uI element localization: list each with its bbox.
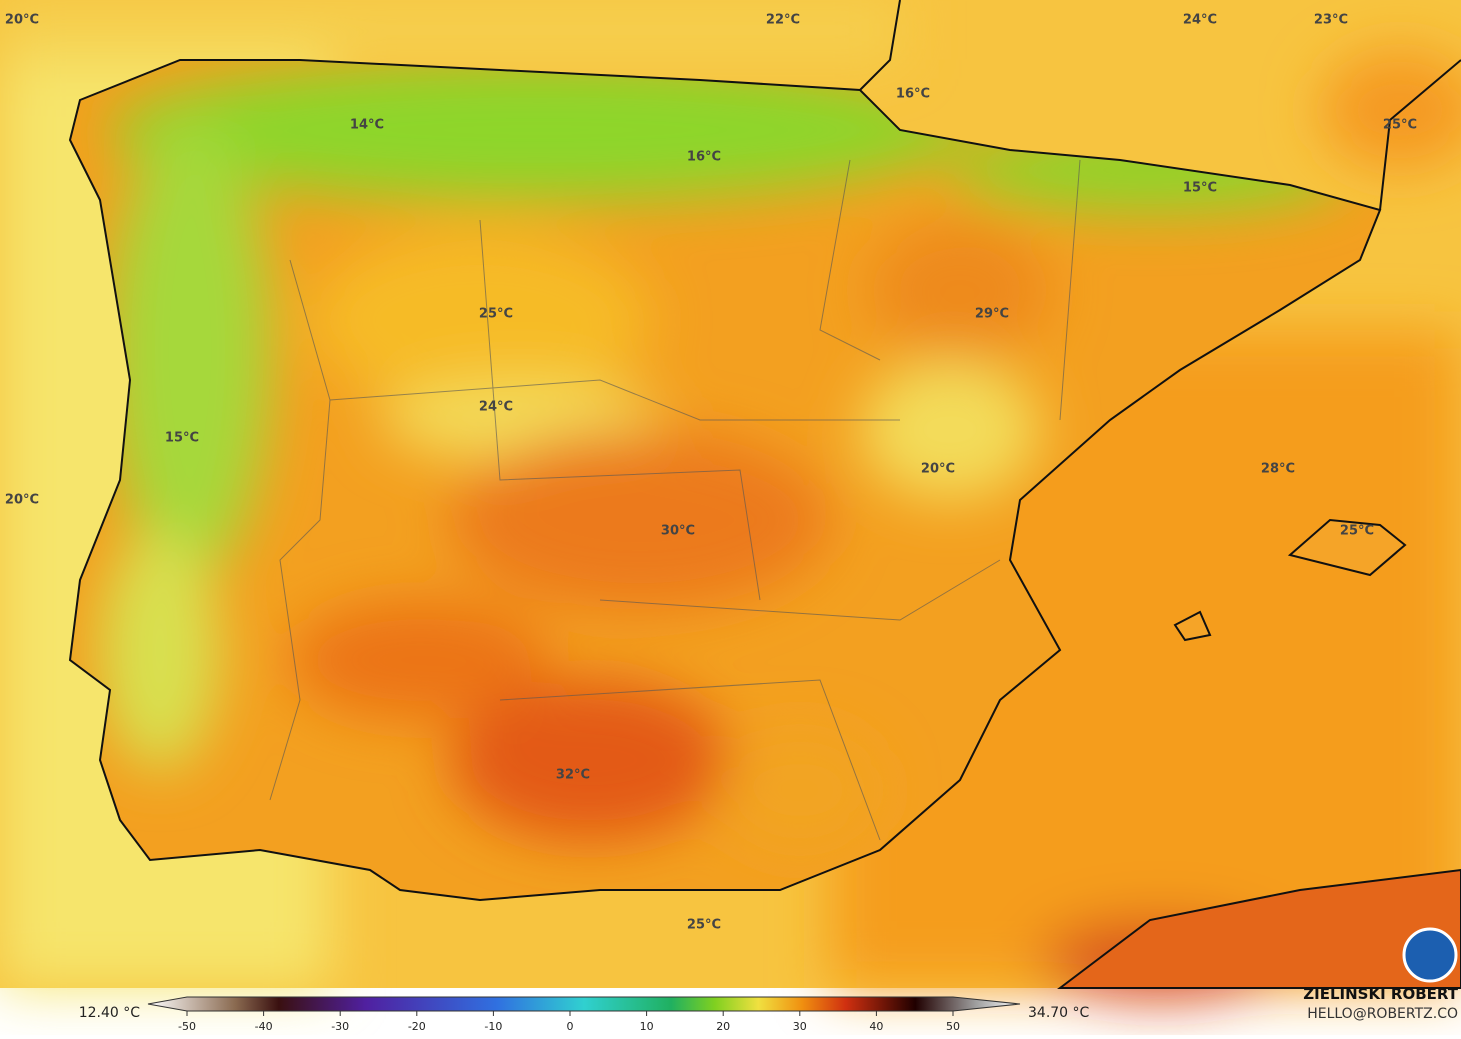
temperature-label: 20°C	[921, 462, 955, 477]
temperature-label: 23°C	[1314, 13, 1348, 28]
colorbar-tick-label: 40	[869, 1020, 883, 1033]
colorbar-tick-label: -30	[331, 1020, 349, 1033]
temperature-label: 20°C	[5, 493, 39, 508]
temperature-label: 16°C	[896, 87, 930, 102]
temperature-label: 15°C	[165, 431, 199, 446]
temperature-label: 20°C	[5, 13, 39, 28]
colorbar-max: 34.70 °C	[1028, 1005, 1090, 1021]
noaa-logo	[1402, 927, 1458, 983]
credit-name: ZIELINSKI ROBERT	[1303, 985, 1458, 1003]
temperature-label: 32°C	[556, 768, 590, 783]
temperature-label: 24°C	[479, 400, 513, 415]
colorbar-tick-label: -10	[484, 1020, 502, 1033]
colorbar-tick-label: -40	[255, 1020, 273, 1033]
temperature-label: 22°C	[766, 13, 800, 28]
temperature-label: 15°C	[1183, 181, 1217, 196]
credit-email: HELLO@ROBERTZ.CO	[1307, 1006, 1458, 1022]
colorbar-tick-label: 0	[567, 1020, 574, 1033]
temperature-label: 25°C	[687, 918, 721, 933]
colorbar-tick-label: -20	[408, 1020, 426, 1033]
colorbar-min: 12.40 °C	[79, 1005, 141, 1021]
colorbar-tick-label: 20	[716, 1020, 730, 1033]
colorbar: 12.40 °C 34.70 °C -50 -40 -30 -20 -10 0 10 20 30…	[79, 996, 1090, 1033]
temperature-label: 28°C	[1261, 462, 1295, 477]
colorbar-tick-label: -50	[178, 1020, 196, 1033]
temperature-label: 25°C	[479, 307, 513, 322]
colorbar-bar	[147, 996, 1021, 1012]
colorbar-tick-label: 50	[946, 1020, 960, 1033]
temperature-label: 30°C	[661, 524, 695, 539]
colorbar-tick-label: 30	[793, 1020, 807, 1033]
temperature-label: 14°C	[350, 118, 384, 133]
map	[0, 0, 1461, 1000]
temperature-label: 16°C	[687, 150, 721, 165]
colorbar-tick-label: 10	[640, 1020, 654, 1033]
temperature-label: 25°C	[1340, 524, 1374, 539]
temperature-label: 25°C	[1383, 118, 1417, 133]
temperature-label: 24°C	[1183, 13, 1217, 28]
temperature-label: 29°C	[975, 307, 1009, 322]
